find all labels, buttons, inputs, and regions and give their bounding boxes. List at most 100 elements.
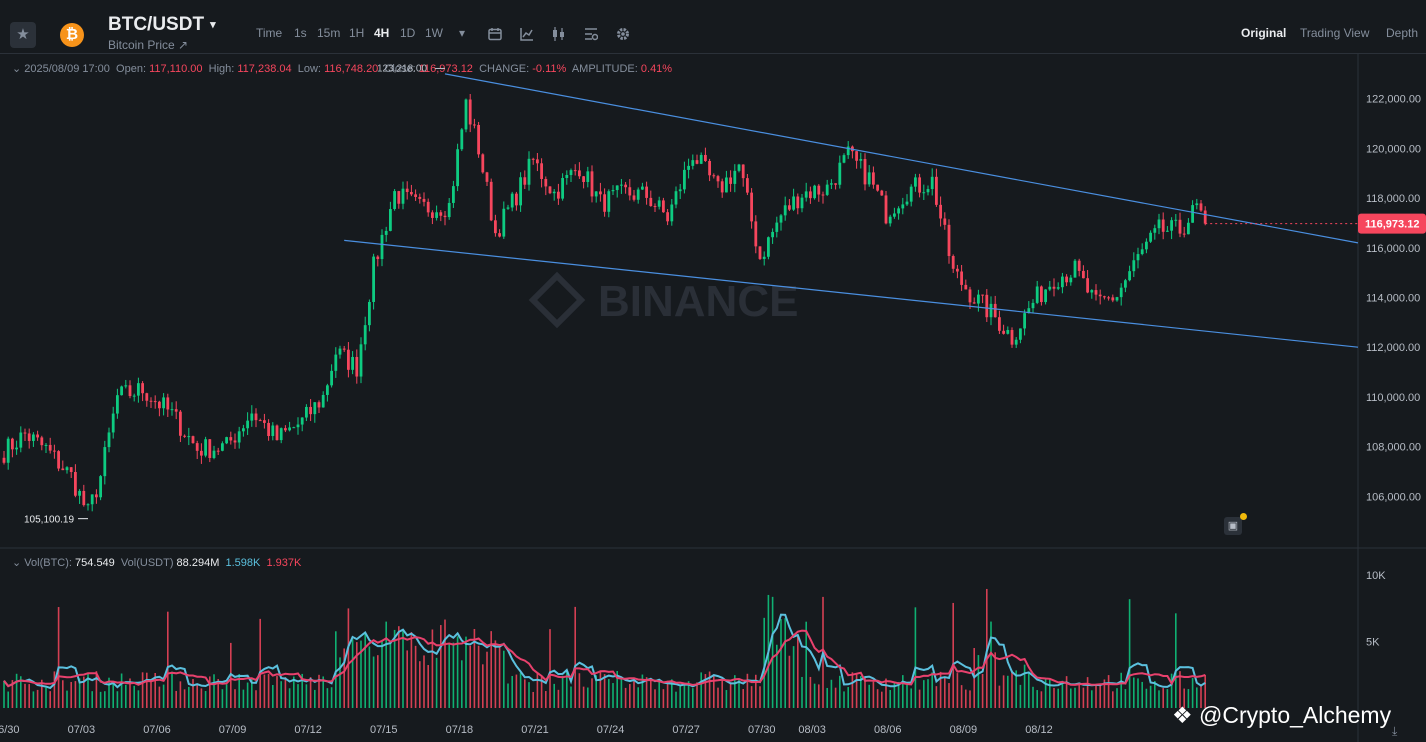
- volume-bar: [524, 679, 526, 708]
- ohlc-expand-chevron-icon[interactable]: ⌄: [12, 63, 22, 75]
- volume-bar: [666, 680, 669, 708]
- volume-bar: [771, 596, 774, 708]
- volume-bar: [74, 681, 77, 708]
- volume-bar: [553, 683, 555, 708]
- candle-body: [1157, 219, 1161, 229]
- calendar-icon[interactable]: [488, 27, 502, 41]
- author-name: @Crypto_Alchemy: [1199, 702, 1392, 728]
- candle-body: [204, 439, 207, 456]
- price-axis-label: 114,000.00: [1366, 293, 1420, 305]
- view-original-tab[interactable]: Original: [1241, 26, 1287, 40]
- candle-body: [166, 397, 170, 410]
- volume-bar: [813, 683, 816, 708]
- volume-bar: [3, 680, 5, 708]
- candle-body: [725, 177, 728, 193]
- candle-body: [977, 294, 980, 304]
- candle-body: [691, 160, 695, 166]
- volume-bar: [465, 636, 467, 708]
- pair-label: BTC/USDT: [108, 14, 205, 35]
- volume-bar: [125, 684, 127, 708]
- volume-expand-chevron-icon[interactable]: ⌄: [12, 557, 22, 569]
- volume-bar: [679, 686, 681, 708]
- candle-body: [620, 184, 623, 186]
- timeframe-1d[interactable]: 1D: [400, 26, 416, 40]
- candle-body: [1107, 297, 1110, 299]
- candle-body: [863, 159, 867, 185]
- candle-body: [216, 450, 220, 452]
- volume-bar: [276, 676, 278, 708]
- volume-bar: [528, 682, 530, 708]
- timeframe-1h[interactable]: 1H: [349, 26, 365, 40]
- candle-body: [552, 191, 556, 194]
- volume-bar: [776, 644, 778, 708]
- candle-body: [825, 184, 829, 195]
- candle-body: [221, 443, 224, 451]
- candle-body: [720, 181, 724, 193]
- volume-bar: [20, 676, 22, 708]
- candle-type-icon[interactable]: [551, 26, 567, 42]
- volume-bar: [939, 671, 942, 708]
- volume-bar: [557, 689, 560, 708]
- candle-body: [174, 409, 178, 412]
- candle-body: [1098, 294, 1102, 297]
- scroll-to-latest-icon[interactable]: ⤓: [1392, 724, 1398, 738]
- volume-bar: [658, 679, 660, 708]
- volume-bar: [683, 684, 686, 708]
- coin-price-link[interactable]: Bitcoin Price ↗: [108, 38, 189, 52]
- low-value: 116,748.20: [324, 63, 379, 75]
- volume-bar: [78, 678, 81, 708]
- volume-bar: [225, 684, 228, 708]
- candle-body: [99, 476, 102, 498]
- timeframe-4h[interactable]: 4H: [374, 26, 390, 40]
- candle-body: [733, 170, 737, 184]
- candle-body: [699, 154, 703, 164]
- settings-gear-icon[interactable]: [616, 27, 630, 41]
- timeframe-1s[interactable]: 1s: [294, 26, 307, 40]
- timeframe-15m[interactable]: 15m: [317, 26, 341, 40]
- volume-bar: [368, 646, 371, 708]
- volume-bar: [620, 679, 623, 708]
- template-icon[interactable]: [584, 27, 598, 41]
- volume-bar: [381, 640, 383, 708]
- volume-bar: [1191, 678, 1194, 708]
- candle-body: [1166, 230, 1169, 232]
- candle-body: [674, 191, 678, 205]
- volume-bar: [545, 691, 547, 708]
- candle-body: [439, 212, 443, 216]
- view-depth-tab[interactable]: Depth: [1386, 26, 1419, 40]
- volume-bar: [318, 674, 320, 708]
- volume-bar: [1019, 684, 1022, 708]
- volume-bar: [641, 674, 644, 708]
- candle-body: [36, 434, 39, 438]
- volume-bar: [918, 689, 921, 708]
- notes-icon[interactable]: ▣: [1224, 517, 1242, 535]
- trading-pair-selector[interactable]: BTC/USDT ▾: [108, 14, 216, 36]
- timeframe-1w[interactable]: 1W: [425, 26, 443, 40]
- trendlines[interactable]: [344, 73, 1359, 348]
- date-axis-label: 06/30: [0, 724, 20, 736]
- date-axis-label: 07/21: [521, 724, 549, 736]
- candle-body: [788, 205, 791, 210]
- candle-body: [767, 237, 770, 257]
- candle-body: [464, 99, 468, 130]
- volume-bar: [326, 688, 329, 708]
- candle-body: [296, 424, 300, 428]
- candle-body: [305, 406, 308, 418]
- favorite-star-icon[interactable]: ★: [10, 22, 36, 48]
- volume-bar: [288, 688, 291, 708]
- candle-body: [830, 183, 833, 185]
- volume-bar: [910, 688, 912, 708]
- indicator-icon[interactable]: [520, 27, 534, 41]
- candle-body: [254, 413, 258, 421]
- candle-body: [6, 438, 10, 463]
- candle-body: [989, 303, 993, 318]
- candle-body: [939, 204, 942, 219]
- candle-body: [943, 218, 947, 225]
- more-timeframes-chevron-icon[interactable]: ▾: [459, 26, 466, 40]
- view-trading-view-tab[interactable]: Trading View: [1300, 26, 1370, 40]
- candle-body: [44, 444, 48, 446]
- timeframe-time[interactable]: Time: [256, 26, 283, 40]
- candle-body: [523, 177, 527, 185]
- volume-bar: [83, 676, 85, 708]
